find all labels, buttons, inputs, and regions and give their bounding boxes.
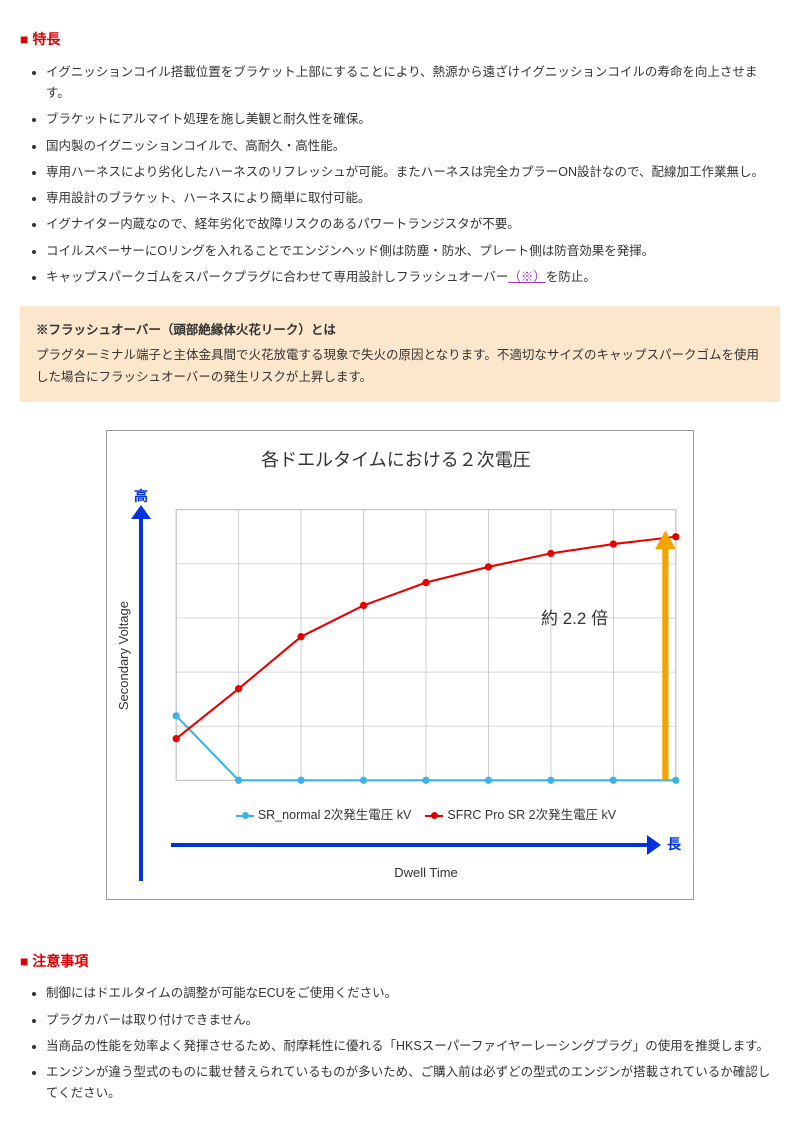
list-item: 制御にはドエルタイムの調整が可能なECUをご使用ください。	[46, 983, 780, 1004]
y-axis-label: Secondary Voltage	[113, 601, 135, 710]
note-title: ※フラッシュオーバー（頭部絶縁体火花リーク）とは	[36, 320, 764, 341]
list-item: 国内製のイグニッションコイルで、高耐久・高性能。	[46, 136, 780, 157]
legend-label: SR_normal 2次発生電圧 kV	[258, 805, 412, 826]
list-item: イグナイター内蔵なので、経年劣化で故障リスクのあるパワートランジスタが不要。	[46, 214, 780, 235]
chart-legend: SR_normal 2次発生電圧 kV SFRC Pro SR 2次発生電圧 k…	[171, 805, 681, 826]
voltage-chart: 各ドエルタイムにおける２次電圧 高 Secondary Voltage 約 2.…	[106, 430, 694, 900]
legend-label: SFRC Pro SR 2次発生電圧 kV	[447, 805, 616, 826]
list-item: キャップスパークゴムをスパークプラグに合わせて専用設計しフラッシュオーバー（※）…	[46, 267, 780, 288]
flashover-note-box: ※フラッシュオーバー（頭部絶縁体火花リーク）とは プラグターミナル端子と主体金具…	[20, 306, 780, 402]
x-axis-long-label: 長	[667, 833, 681, 857]
list-item: 専用ハーネスにより劣化したハーネスのリフレッシュが可能。またハーネスは完全カプラ…	[46, 162, 780, 183]
features-list: イグニッションコイル搭載位置をブラケット上部にすることにより、熱源から遠ざけイグ…	[20, 62, 780, 288]
ratio-label: 約 2.2 倍	[541, 605, 608, 634]
note-body: プラグターミナル端子と主体金具間で火花放電する現象で失火の原因となります。不適切…	[36, 345, 764, 388]
list-item: プラグカバーは取り付けできません。	[46, 1010, 780, 1031]
y-axis-arrow-icon	[139, 515, 143, 880]
x-axis-label: Dwell Time	[171, 862, 681, 884]
list-item: コイルスペーサーにOリングを入れることでエンジンヘッド側は防塵・防水、プレート側…	[46, 241, 780, 262]
list-item-text: キャップスパークゴムをスパークプラグに合わせて専用設計しフラッシュオーバー	[46, 270, 508, 284]
legend-item: SFRC Pro SR 2次発生電圧 kV	[425, 805, 616, 826]
chart-title: 各ドエルタイムにおける２次電圧	[111, 445, 681, 476]
x-axis-arrow-icon	[171, 843, 651, 847]
list-item: 当商品の性能を効率よく発揮させるため、耐摩耗性に優れる「HKSスーパーファイヤー…	[46, 1036, 780, 1057]
list-item: エンジンが違う型式のものに載せ替えられているものが多いため、ご購入前は必ずどの型…	[46, 1062, 780, 1105]
chart-plot-area: 約 2.2 倍 SR_normal 2次発生電圧 kV SFRC Pro SR …	[171, 485, 681, 884]
chart-svg	[171, 485, 681, 805]
list-item: イグニッションコイル搭載位置をブラケット上部にすることにより、熱源から遠ざけイグ…	[46, 62, 780, 105]
features-title: 特長	[20, 28, 780, 52]
flashover-anchor-link[interactable]: （※）	[508, 270, 546, 284]
legend-marker-icon	[236, 815, 254, 817]
list-item: ブラケットにアルマイト処理を施し美観と耐久性を確保。	[46, 109, 780, 130]
list-item: 専用設計のブラケット、ハーネスにより簡単に取付可能。	[46, 188, 780, 209]
list-item-text: を防止。	[546, 270, 596, 284]
cautions-list: 制御にはドエルタイムの調整が可能なECUをご使用ください。 プラグカバーは取り付…	[20, 983, 780, 1104]
legend-item: SR_normal 2次発生電圧 kV	[236, 805, 412, 826]
cautions-title: 注意事項	[20, 950, 780, 974]
legend-marker-icon	[425, 815, 443, 817]
